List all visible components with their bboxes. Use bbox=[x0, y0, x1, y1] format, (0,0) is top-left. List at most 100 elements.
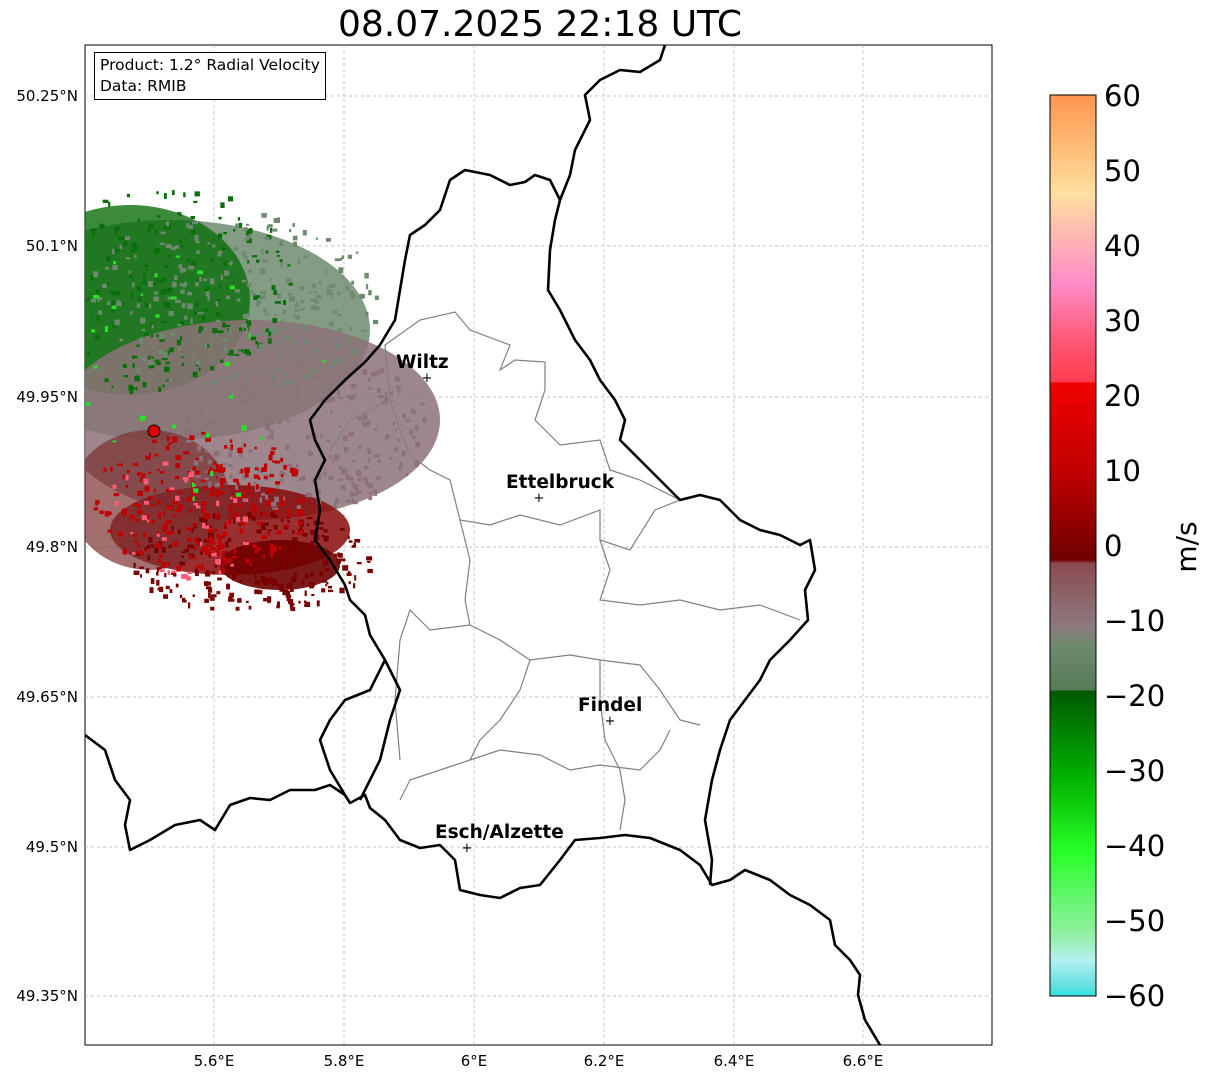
radar-echo-pixel bbox=[195, 541, 201, 546]
radar-echo-pixel bbox=[179, 594, 183, 599]
radar-echo-pixel bbox=[347, 476, 354, 481]
radar-echo-pixel bbox=[97, 295, 100, 302]
radar-echo-pixel bbox=[166, 531, 172, 535]
radar-echo-pixel bbox=[321, 580, 327, 583]
radar-echo-pixel bbox=[133, 562, 136, 568]
radar-echo-pixel bbox=[257, 295, 261, 298]
radar-echo-pixel bbox=[389, 456, 393, 460]
radar-echo-pixel bbox=[210, 366, 215, 371]
radar-echo-pixel bbox=[229, 395, 234, 399]
radar-echo-pixel bbox=[136, 509, 143, 515]
radar-echo-pixel bbox=[297, 512, 300, 517]
radar-echo-pixel bbox=[399, 461, 403, 466]
radar-echo-pixel bbox=[282, 558, 286, 562]
radar-echo-pixel bbox=[225, 295, 230, 300]
radar-echo-pixel bbox=[351, 349, 357, 355]
radar-echo-pixel bbox=[241, 545, 247, 549]
radar-echo-pixel bbox=[266, 328, 269, 331]
radar-echo-pixel bbox=[130, 249, 136, 253]
radar-echo-pixel bbox=[168, 311, 174, 316]
radar-echo-pixel bbox=[177, 529, 181, 535]
radar-echo-pixel bbox=[348, 540, 353, 543]
radar-echo-pixel bbox=[194, 470, 200, 475]
radar-echo-pixel bbox=[286, 596, 291, 602]
radar-echo-pixel bbox=[274, 460, 281, 464]
radar-echo-pixel bbox=[396, 385, 402, 389]
radar-echo-pixel bbox=[227, 464, 233, 467]
radar-echo-pixel bbox=[304, 574, 309, 579]
radar-echo-pixel bbox=[228, 506, 231, 512]
radar-echo-pixel bbox=[314, 300, 319, 304]
radar-echo-pixel bbox=[311, 593, 315, 597]
radar-echo-pixel bbox=[334, 378, 339, 383]
radar-echo-pixel bbox=[227, 398, 233, 405]
radar-echo-pixel bbox=[367, 387, 373, 390]
radar-echo-pixel bbox=[195, 457, 199, 461]
radar-echo-pixel bbox=[165, 221, 170, 227]
radar-echo-pixel bbox=[209, 597, 215, 601]
radar-echo-pixel bbox=[214, 563, 218, 568]
radar-echo-pixel bbox=[257, 521, 263, 525]
radar-echo-pixel bbox=[331, 292, 334, 299]
radar-echo-pixel bbox=[289, 362, 293, 365]
radar-echo-pixel bbox=[216, 544, 221, 550]
radar-echo-pixel bbox=[180, 506, 183, 509]
radar-echo-pixel bbox=[229, 592, 234, 598]
radar-echo-pixel bbox=[136, 303, 141, 308]
radar-echo-pixel bbox=[275, 329, 280, 334]
radar-echo-pixel bbox=[285, 380, 290, 385]
radar-echo-pixel bbox=[243, 443, 246, 448]
radar-echo-pixel bbox=[115, 501, 119, 506]
radar-echo-pixel bbox=[276, 604, 280, 609]
radar-echo-pixel bbox=[254, 566, 261, 571]
radar-echo-pixel bbox=[175, 583, 179, 588]
radar-echo-pixel bbox=[242, 516, 248, 523]
radar-echo-pixel bbox=[165, 243, 172, 249]
radar-echo-pixel bbox=[272, 460, 276, 463]
radar-echo-pixel bbox=[103, 467, 107, 473]
radar-echo-pixel bbox=[144, 486, 149, 492]
radar-echo-pixel bbox=[210, 467, 213, 474]
radar-echo-pixel bbox=[199, 456, 203, 462]
radar-echo-pixel bbox=[224, 551, 229, 555]
radar-echo-pixel bbox=[278, 546, 282, 550]
radar-echo-pixel bbox=[248, 228, 253, 234]
radar-echo-pixel bbox=[260, 523, 265, 528]
radar-echo-pixel bbox=[342, 435, 348, 441]
radar-echo-pixel bbox=[356, 470, 361, 476]
radar-echo-pixel bbox=[211, 571, 216, 575]
radar-echo-pixel bbox=[326, 238, 331, 242]
radar-echo-pixel bbox=[123, 375, 128, 378]
radar-echo-pixel bbox=[253, 512, 257, 517]
radar-echo-pixel bbox=[219, 375, 222, 378]
radar-echo-pixel bbox=[231, 555, 238, 559]
radar-echo-pixel bbox=[319, 521, 324, 525]
radar-echo-pixel bbox=[192, 371, 198, 378]
radar-echo-pixel bbox=[118, 236, 125, 240]
radar-echo-pixel bbox=[134, 254, 137, 259]
radar-echo-pixel bbox=[237, 598, 242, 603]
radar-echo-pixel bbox=[366, 284, 369, 290]
radar-echo-pixel bbox=[252, 506, 258, 512]
radar-echo-pixel bbox=[327, 386, 332, 389]
radar-echo-pixel bbox=[215, 312, 220, 317]
radar-echo-pixel bbox=[178, 239, 182, 243]
radar-echo-pixel bbox=[143, 532, 146, 538]
radar-echo-pixel bbox=[215, 301, 219, 307]
radar-echo-pixel bbox=[248, 372, 252, 375]
radar-echo-pixel bbox=[261, 467, 267, 472]
radar-echo-pixel bbox=[86, 297, 91, 302]
radar-echo-pixel bbox=[196, 505, 201, 509]
radar-echo-pixel bbox=[112, 248, 115, 255]
radar-echo-pixel bbox=[241, 323, 248, 329]
radar-echo-pixel bbox=[244, 489, 249, 493]
lon-label: 5.6°E bbox=[194, 1052, 235, 1070]
radar-echo-pixel bbox=[225, 375, 230, 379]
radar-echo-pixel bbox=[161, 358, 168, 361]
radar-echo-pixel bbox=[233, 519, 236, 524]
radar-echo-pixel bbox=[161, 561, 167, 568]
radar-echo-pixel bbox=[173, 572, 177, 577]
city-marker-esch-alzette: + bbox=[462, 841, 473, 856]
colorbar-tick-label: 10 bbox=[1104, 454, 1141, 488]
colorbar-tick-label: 60 bbox=[1104, 79, 1141, 113]
